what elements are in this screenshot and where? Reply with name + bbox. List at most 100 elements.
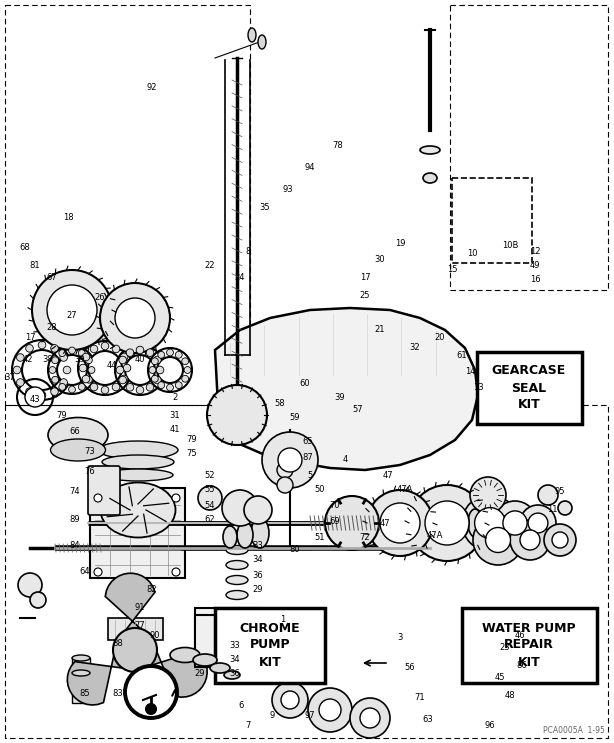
Circle shape [100, 283, 170, 353]
Text: 57: 57 [352, 406, 363, 415]
Text: 35: 35 [260, 204, 270, 212]
Text: 10B: 10B [502, 241, 518, 250]
Circle shape [528, 513, 548, 533]
Circle shape [182, 375, 188, 382]
Text: 23: 23 [500, 643, 510, 652]
Text: 82: 82 [147, 585, 157, 594]
Text: 65: 65 [303, 438, 313, 447]
FancyBboxPatch shape [72, 658, 90, 678]
Text: 27: 27 [67, 311, 77, 319]
Circle shape [26, 345, 33, 352]
Circle shape [88, 351, 122, 385]
Circle shape [38, 392, 46, 399]
Circle shape [470, 477, 506, 513]
Text: 46: 46 [515, 631, 526, 640]
Text: 75: 75 [187, 449, 197, 458]
Text: 2: 2 [173, 392, 177, 401]
Text: 90: 90 [150, 632, 160, 640]
Ellipse shape [455, 509, 469, 537]
Circle shape [116, 366, 124, 374]
Circle shape [520, 505, 556, 541]
Text: 49: 49 [530, 261, 540, 270]
Text: 6: 6 [238, 701, 244, 710]
Circle shape [198, 486, 222, 510]
Circle shape [17, 354, 24, 361]
Circle shape [59, 350, 66, 357]
Text: 8: 8 [246, 247, 251, 256]
Circle shape [262, 432, 318, 488]
Circle shape [475, 507, 505, 539]
Circle shape [101, 386, 109, 394]
Circle shape [13, 366, 21, 374]
Text: 47: 47 [383, 470, 394, 479]
Circle shape [25, 387, 45, 407]
Ellipse shape [101, 482, 176, 537]
Text: 50: 50 [315, 485, 325, 495]
Circle shape [146, 383, 154, 391]
Text: WATER PUMP
REPAIR
KIT: WATER PUMP REPAIR KIT [482, 621, 576, 669]
Circle shape [486, 528, 510, 553]
Text: 3: 3 [397, 634, 403, 643]
Circle shape [30, 592, 46, 608]
Text: 84: 84 [69, 540, 80, 550]
FancyBboxPatch shape [72, 673, 90, 703]
Text: 69: 69 [330, 518, 340, 527]
Circle shape [101, 343, 109, 350]
Circle shape [360, 708, 380, 728]
Circle shape [47, 285, 97, 335]
Circle shape [325, 496, 379, 550]
Text: 26: 26 [95, 293, 106, 302]
Text: 43: 43 [29, 395, 41, 404]
Text: 62: 62 [204, 516, 216, 525]
Circle shape [172, 568, 180, 576]
Circle shape [493, 501, 537, 545]
Circle shape [120, 353, 128, 361]
Circle shape [538, 485, 558, 505]
Text: 66: 66 [69, 427, 80, 436]
Text: 51: 51 [315, 533, 325, 542]
Circle shape [503, 511, 527, 535]
Text: 47A: 47A [427, 531, 443, 539]
Circle shape [278, 448, 302, 472]
Ellipse shape [98, 441, 178, 459]
Ellipse shape [258, 35, 266, 49]
Text: 91: 91 [134, 603, 146, 612]
Text: 17: 17 [360, 273, 370, 282]
Text: 33: 33 [230, 640, 240, 649]
Text: 16: 16 [530, 276, 540, 285]
Circle shape [112, 383, 120, 391]
Ellipse shape [210, 663, 230, 673]
Text: 21: 21 [375, 325, 385, 334]
Text: 79: 79 [187, 435, 197, 444]
Polygon shape [150, 651, 207, 697]
Circle shape [120, 375, 128, 383]
Circle shape [156, 366, 164, 374]
FancyBboxPatch shape [215, 608, 325, 683]
Ellipse shape [72, 655, 90, 661]
Circle shape [90, 383, 98, 391]
Text: 1: 1 [281, 615, 286, 625]
Ellipse shape [423, 173, 437, 183]
Text: 45: 45 [495, 673, 505, 683]
Text: CHROME
PUMP
KIT: CHROME PUMP KIT [239, 621, 300, 669]
Text: 34: 34 [253, 556, 263, 565]
Circle shape [176, 351, 182, 358]
Text: 89: 89 [69, 516, 80, 525]
Circle shape [119, 356, 126, 364]
Circle shape [152, 358, 158, 365]
Circle shape [367, 490, 433, 556]
Text: 14: 14 [465, 368, 475, 377]
Text: 63: 63 [422, 716, 433, 724]
Circle shape [510, 520, 550, 560]
Text: 33: 33 [252, 540, 263, 550]
Text: 73: 73 [85, 447, 95, 456]
Circle shape [184, 366, 191, 374]
Circle shape [157, 357, 183, 383]
Ellipse shape [251, 518, 269, 548]
Circle shape [146, 349, 154, 357]
Circle shape [158, 382, 165, 389]
Ellipse shape [223, 526, 237, 548]
Text: 56: 56 [405, 663, 415, 672]
Text: 58: 58 [274, 398, 286, 407]
FancyBboxPatch shape [88, 466, 120, 515]
